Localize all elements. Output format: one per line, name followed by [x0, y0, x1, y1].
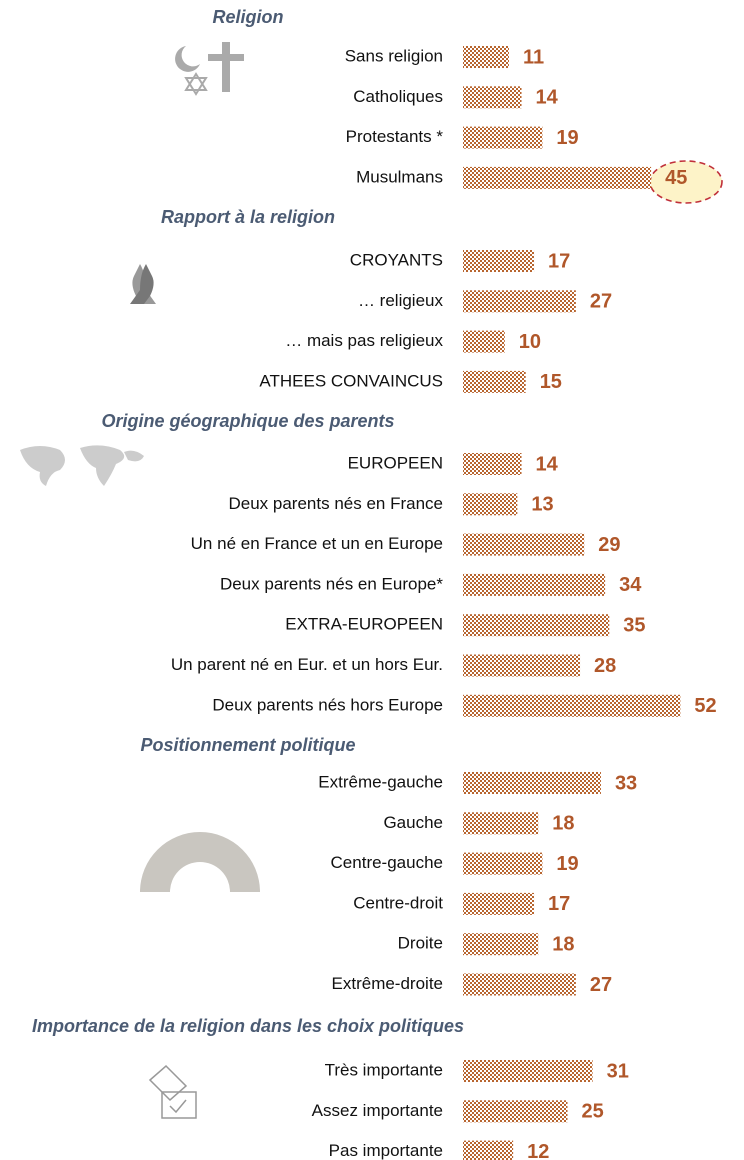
value-label: 11 — [523, 46, 544, 68]
value-label: 14 — [536, 87, 559, 109]
category-label: Protestants * — [346, 127, 444, 146]
bar — [463, 126, 543, 149]
bar — [463, 46, 509, 68]
value-label: 12 — [527, 1141, 549, 1160]
section-title: Positionnement politique — [141, 735, 356, 755]
value-label: 31 — [607, 1060, 629, 1082]
section-title: Religion — [213, 7, 284, 27]
category-label: Assez importante — [312, 1101, 443, 1120]
category-label: Deux parents nés en France — [228, 494, 443, 513]
value-label: 19 — [556, 853, 578, 875]
category-label: … mais pas religieux — [285, 331, 443, 350]
category-label: Un parent né en Eur. et un hors Eur. — [171, 655, 443, 674]
bar — [463, 573, 606, 596]
bar — [463, 933, 539, 956]
world-map-icon — [20, 445, 144, 486]
bar — [463, 852, 543, 875]
category-label: Droite — [398, 934, 443, 953]
value-label: 33 — [615, 772, 637, 794]
category-label: Gauche — [383, 813, 443, 832]
value-label: 52 — [694, 695, 716, 717]
bar — [463, 1100, 568, 1123]
value-label: 35 — [623, 614, 645, 636]
bar — [463, 250, 535, 272]
value-label: 27 — [590, 974, 612, 996]
category-label: ATHEES CONVAINCUS — [259, 371, 443, 390]
category-label: CROYANTS — [350, 250, 443, 269]
value-label: 34 — [619, 574, 642, 596]
category-label: … religieux — [358, 291, 444, 310]
bar — [463, 812, 539, 835]
value-label: 17 — [548, 893, 570, 915]
category-label: Musulmans — [356, 167, 443, 186]
bar — [463, 290, 576, 313]
section-title: Rapport à la religion — [161, 207, 335, 227]
bar — [463, 493, 518, 516]
value-label: 19 — [556, 127, 578, 149]
bar — [463, 533, 585, 556]
category-label: Centre-gauche — [331, 853, 443, 872]
category-label: Deux parents nés hors Europe — [212, 695, 443, 714]
value-label: 25 — [582, 1101, 604, 1123]
hemicycle-icon — [140, 832, 260, 892]
bar — [463, 973, 576, 996]
prayer-icon — [130, 264, 156, 304]
value-label: 15 — [540, 371, 562, 393]
bar — [463, 453, 522, 475]
category-label: Très importante — [325, 1060, 443, 1079]
value-label: 17 — [548, 250, 570, 272]
religion-icon — [175, 42, 244, 96]
bar — [463, 892, 535, 915]
value-label: 28 — [594, 655, 616, 677]
category-label: Sans religion — [345, 46, 443, 65]
vote-icon — [148, 1064, 197, 1119]
value-label: 27 — [590, 291, 612, 313]
category-label: Un né en France et un en Europe — [191, 534, 443, 553]
category-label: EUROPEEN — [348, 453, 443, 472]
bar — [463, 330, 505, 353]
bar — [463, 772, 601, 794]
value-label: 18 — [552, 933, 574, 955]
category-label: Centre-droit — [353, 893, 443, 912]
category-label: Deux parents nés en Europe* — [220, 574, 443, 593]
bar — [463, 370, 526, 393]
category-label: Catholiques — [353, 87, 443, 106]
section-title: Importance de la religion dans les choix… — [32, 1016, 464, 1036]
value-label: 45 — [665, 167, 687, 189]
bar — [463, 1140, 514, 1160]
bar — [463, 1060, 593, 1082]
bar — [463, 654, 581, 677]
category-label: Pas importante — [329, 1141, 443, 1160]
bar — [463, 694, 681, 717]
category-label: Extrême-droite — [332, 974, 443, 993]
value-label: 14 — [536, 453, 559, 475]
bar — [463, 614, 610, 637]
bar — [463, 166, 652, 189]
value-label: 29 — [598, 534, 620, 556]
category-label: EXTRA-EUROPEEN — [285, 615, 443, 634]
value-label: 13 — [531, 494, 553, 516]
value-label: 10 — [519, 331, 541, 353]
section-title: Origine géographique des parents — [101, 411, 394, 431]
category-label: Extrême-gauche — [318, 772, 443, 791]
bar — [463, 86, 522, 109]
value-label: 18 — [552, 813, 574, 835]
